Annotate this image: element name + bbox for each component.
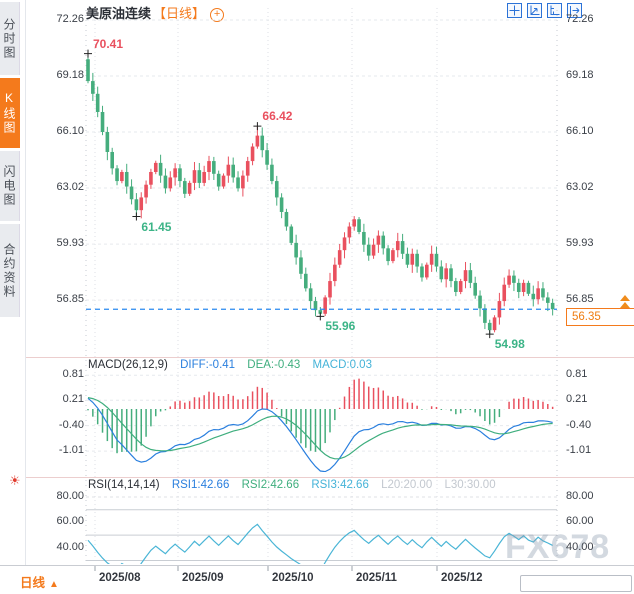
rsi-l30-value: L30:30.00	[444, 479, 496, 491]
main-y-axis-label-left: 72.26	[56, 13, 84, 25]
macd-panel-header: MACD(26,12,9) DIFF:-0.41 DEA:-0.43 MACD:…	[88, 359, 372, 371]
macd-y-axis-label-left: 0.81	[62, 368, 84, 381]
rsi-y-axis-label-right: 40.00	[566, 540, 594, 553]
period-tag: 【日线】	[153, 6, 206, 21]
main-y-axis-label-left: 56.85	[56, 293, 84, 306]
chevron-up-icon: ▲	[49, 579, 59, 590]
rsi-title: RSI(14,14,14)	[88, 479, 160, 491]
x-axis-date-label: 2025/09	[182, 572, 224, 584]
fit-chart-icon[interactable]	[527, 3, 542, 18]
x-axis-date-label: 2025/10	[272, 572, 314, 584]
rsi-y-axis-label-left: 80.00	[56, 490, 84, 502]
indicator-settings-icon[interactable]: ☀	[9, 473, 21, 488]
axis-scale-icon[interactable]	[547, 3, 562, 18]
rsi-y-axis-label-left: 60.00	[56, 515, 84, 528]
macd-y-axis-label-right: -1.01	[566, 444, 592, 457]
sidebar-tab-lightning-chart[interactable]: 闪电图	[0, 151, 20, 221]
x-axis-date-label: 2025/11	[356, 572, 397, 584]
rsi-y-axis-label-right: 60.00	[566, 515, 594, 528]
period-selector[interactable]: 日线 ▲	[20, 576, 59, 590]
rsi-y-axis-label-left: 40.00	[56, 540, 84, 553]
macd-y-axis-label-left: -1.01	[58, 444, 84, 457]
main-y-axis-label-right: 66.10	[566, 124, 594, 137]
x-axis-bar: 日线 ▲	[0, 565, 634, 594]
main-y-axis-label-left: 63.02	[56, 180, 84, 193]
main-y-axis-label-left: 59.93	[56, 237, 84, 250]
symbol-name: 美原油连续	[86, 6, 152, 21]
macd-title: MACD(26,12,9)	[88, 359, 168, 371]
macd-hist-value: MACD:0.03	[312, 359, 372, 371]
price-annotation: 66.42	[262, 109, 293, 124]
main-y-axis-label-right: 59.93	[566, 237, 594, 250]
sidebar-tab-time-chart[interactable]: 分时图	[0, 2, 20, 75]
main-y-axis-label-right: 63.02	[566, 180, 594, 193]
rsi-l20-value: L20:20.00	[381, 479, 433, 491]
rsi3-value: RSI3:42.66	[311, 479, 369, 491]
range-navigator-box[interactable]	[520, 575, 632, 592]
canvas-left-border	[25, 0, 26, 565]
x-axis-date-label: 2025/08	[99, 572, 141, 584]
chart-title-bar: 美原油连续 【日线】 +	[86, 3, 225, 22]
price-annotation: 70.41	[93, 36, 124, 51]
macd-dea-value: DEA:-0.43	[247, 359, 301, 371]
rsi1-value: RSI1:42.66	[171, 479, 230, 491]
price-annotation: 55.96	[325, 319, 356, 334]
main-y-axis-label-left: 69.18	[56, 68, 84, 81]
pan-right-icon[interactable]	[567, 3, 582, 18]
macd-y-axis-label-right: 0.21	[566, 393, 588, 406]
main-y-axis-label-right: 69.18	[566, 68, 594, 81]
main-y-axis-label-right: 56.85	[566, 293, 594, 306]
sidebar-tab-kline-chart[interactable]: K线图	[0, 78, 20, 148]
macd-y-axis-label-left: 0.21	[62, 393, 84, 406]
x-axis-date-label: 2025/12	[441, 572, 483, 584]
macd-y-axis-label-right: 0.81	[566, 368, 588, 381]
price-annotation: 54.98	[494, 337, 525, 352]
rsi-panel-header: RSI(14,14,14) RSI1:42.66 RSI2:42.66 RSI3…	[88, 479, 496, 491]
price-annotation: 61.45	[141, 219, 172, 234]
rsi2-value: RSI2:42.66	[241, 479, 300, 491]
price-alert-arrows-icon[interactable]	[620, 295, 630, 309]
macd-y-axis-label-right: -0.40	[566, 418, 592, 431]
rsi-y-axis-label-right: 80.00	[566, 490, 594, 502]
main-y-axis-label-left: 66.10	[56, 124, 84, 137]
main-y-axis-label-right: 72.26	[566, 13, 594, 25]
sidebar-tab-contract-info[interactable]: 合约资料	[0, 224, 20, 317]
macd-diff-value: DIFF:-0.41	[180, 359, 236, 371]
macd-y-axis-label-left: -0.40	[58, 418, 84, 431]
add-indicator-icon[interactable]: +	[210, 8, 225, 22]
chart-toolbar	[507, 3, 582, 18]
current-price-tag: 56.35	[566, 308, 634, 326]
crosshair-tool-icon[interactable]	[507, 3, 522, 18]
